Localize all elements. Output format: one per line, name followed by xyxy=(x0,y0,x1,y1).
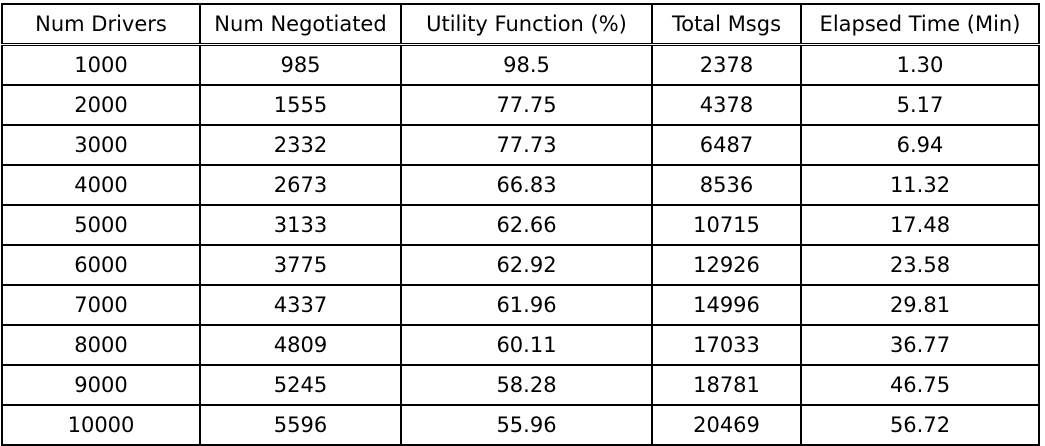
cell-num-drivers[interactable]: 7000 xyxy=(1,284,201,326)
cell-total-msgs[interactable]: 18781 xyxy=(651,364,802,406)
cell-total-msgs[interactable]: 10715 xyxy=(651,204,802,246)
cell-num-negotiated[interactable]: 3775 xyxy=(199,244,402,286)
table-row: 5000 3133 62.66 10715 17.48 xyxy=(1,204,1040,246)
cell-elapsed-time[interactable]: 6.94 xyxy=(800,124,1040,166)
data-table: Num Drivers Num Negotiated Utility Funct… xyxy=(1,3,1040,446)
cell-num-drivers[interactable]: 9000 xyxy=(1,364,201,406)
cell-num-negotiated[interactable]: 4809 xyxy=(199,324,402,366)
cell-num-negotiated[interactable]: 4337 xyxy=(199,284,402,326)
cell-utility-function[interactable]: 61.96 xyxy=(400,284,653,326)
cell-num-drivers[interactable]: 5000 xyxy=(1,204,201,246)
table-row: 10000 5596 55.96 20469 56.72 xyxy=(1,404,1040,446)
cell-num-drivers[interactable]: 1000 xyxy=(1,43,201,86)
cell-num-drivers[interactable]: 3000 xyxy=(1,124,201,166)
table-row: 7000 4337 61.96 14996 29.81 xyxy=(1,284,1040,326)
cell-total-msgs[interactable]: 2378 xyxy=(651,43,802,86)
cell-utility-function[interactable]: 98.5 xyxy=(400,43,653,86)
cell-num-negotiated[interactable]: 5596 xyxy=(199,404,402,446)
table-row: 4000 2673 66.83 8536 11.32 xyxy=(1,164,1040,206)
cell-elapsed-time[interactable]: 29.81 xyxy=(800,284,1040,326)
cell-utility-function[interactable]: 60.11 xyxy=(400,324,653,366)
table-row: 3000 2332 77.73 6487 6.94 xyxy=(1,124,1040,166)
cell-num-drivers[interactable]: 10000 xyxy=(1,404,201,446)
table-row: 2000 1555 77.75 4378 5.17 xyxy=(1,84,1040,126)
spreadsheet-view: Num Drivers Num Negotiated Utility Funct… xyxy=(1,3,1040,446)
cell-utility-function[interactable]: 62.66 xyxy=(400,204,653,246)
table-header: Num Drivers Num Negotiated Utility Funct… xyxy=(1,3,1040,46)
table-row: 1000 985 98.5 2378 1.30 xyxy=(1,43,1040,86)
cell-elapsed-time[interactable]: 17.48 xyxy=(800,204,1040,246)
table-row: 8000 4809 60.11 17033 36.77 xyxy=(1,324,1040,366)
cell-total-msgs[interactable]: 12926 xyxy=(651,244,802,286)
cell-num-drivers[interactable]: 4000 xyxy=(1,164,201,206)
cell-total-msgs[interactable]: 4378 xyxy=(651,84,802,126)
cell-elapsed-time[interactable]: 11.32 xyxy=(800,164,1040,206)
cell-total-msgs[interactable]: 14996 xyxy=(651,284,802,326)
cell-num-negotiated[interactable]: 2673 xyxy=(199,164,402,206)
header-num-negotiated[interactable]: Num Negotiated xyxy=(199,3,402,46)
cell-num-negotiated[interactable]: 5245 xyxy=(199,364,402,406)
header-elapsed-time[interactable]: Elapsed Time (Min) xyxy=(800,3,1040,46)
cell-utility-function[interactable]: 58.28 xyxy=(400,364,653,406)
table-row: 9000 5245 58.28 18781 46.75 xyxy=(1,364,1040,406)
cell-elapsed-time[interactable]: 36.77 xyxy=(800,324,1040,366)
cell-num-negotiated[interactable]: 2332 xyxy=(199,124,402,166)
cell-elapsed-time[interactable]: 5.17 xyxy=(800,84,1040,126)
cell-elapsed-time[interactable]: 23.58 xyxy=(800,244,1040,286)
cell-num-negotiated[interactable]: 1555 xyxy=(199,84,402,126)
cell-utility-function[interactable]: 55.96 xyxy=(400,404,653,446)
cell-utility-function[interactable]: 77.73 xyxy=(400,124,653,166)
cell-elapsed-time[interactable]: 56.72 xyxy=(800,404,1040,446)
header-total-msgs[interactable]: Total Msgs xyxy=(651,3,802,46)
cell-elapsed-time[interactable]: 1.30 xyxy=(800,43,1040,86)
cell-total-msgs[interactable]: 8536 xyxy=(651,164,802,206)
cell-num-drivers[interactable]: 8000 xyxy=(1,324,201,366)
cell-utility-function[interactable]: 66.83 xyxy=(400,164,653,206)
cell-total-msgs[interactable]: 17033 xyxy=(651,324,802,366)
table-body: 1000 985 98.5 2378 1.30 2000 1555 77.75 4378 5.17… xyxy=(1,43,1040,446)
cell-num-drivers[interactable]: 2000 xyxy=(1,84,201,126)
cell-num-drivers[interactable]: 6000 xyxy=(1,244,201,286)
table-row: 6000 3775 62.92 12926 23.58 xyxy=(1,244,1040,286)
cell-num-negotiated[interactable]: 985 xyxy=(199,43,402,86)
cell-utility-function[interactable]: 77.75 xyxy=(400,84,653,126)
cell-elapsed-time[interactable]: 46.75 xyxy=(800,364,1040,406)
cell-total-msgs[interactable]: 6487 xyxy=(651,124,802,166)
cell-utility-function[interactable]: 62.92 xyxy=(400,244,653,286)
header-row: Num Drivers Num Negotiated Utility Funct… xyxy=(1,3,1040,46)
header-utility-function[interactable]: Utility Function (%) xyxy=(400,3,653,46)
cell-total-msgs[interactable]: 20469 xyxy=(651,404,802,446)
header-num-drivers[interactable]: Num Drivers xyxy=(1,3,201,46)
cell-num-negotiated[interactable]: 3133 xyxy=(199,204,402,246)
